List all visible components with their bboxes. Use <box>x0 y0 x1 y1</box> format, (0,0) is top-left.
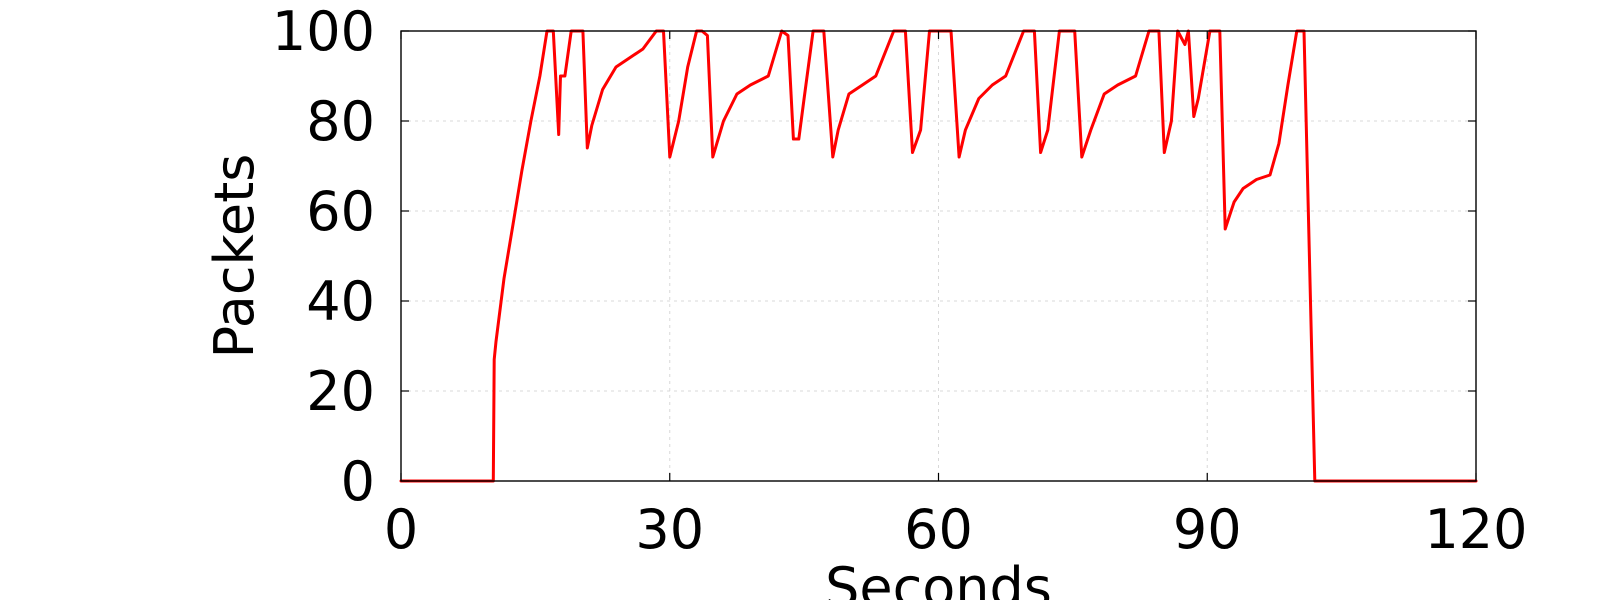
y-tick-label: 60 <box>306 180 375 243</box>
axis-ticks <box>400 30 1477 482</box>
y-tick-label: 40 <box>306 270 375 333</box>
x-tick-label: 0 <box>384 498 418 561</box>
x-tick-label: 120 <box>1424 498 1527 561</box>
y-axis-label: Packets <box>203 154 266 359</box>
x-tick-labels: 0 30 60 90 120 <box>384 498 1528 561</box>
y-tick-label: 20 <box>306 360 375 423</box>
y-tick-label: 0 <box>341 450 375 513</box>
x-tick-label: 60 <box>904 498 973 561</box>
x-axis-label: Seconds <box>825 556 1052 600</box>
y-tick-labels: 0 20 40 60 80 100 <box>272 0 375 513</box>
y-tick-label: 100 <box>272 0 375 63</box>
x-tick-label: 90 <box>1173 498 1242 561</box>
x-tick-label: 30 <box>635 498 704 561</box>
y-tick-label: 80 <box>306 90 375 153</box>
grid-lines <box>401 31 1476 481</box>
